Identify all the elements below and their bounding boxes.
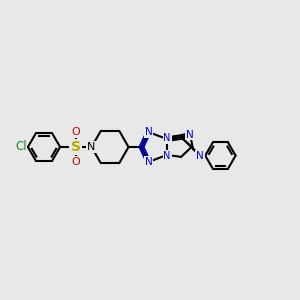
Text: N: N <box>164 133 171 143</box>
Text: Cl: Cl <box>15 140 27 154</box>
Text: N: N <box>196 151 204 160</box>
Text: N: N <box>87 142 96 152</box>
Text: O: O <box>71 157 80 167</box>
Text: N: N <box>164 151 171 161</box>
Text: S: S <box>71 140 81 154</box>
Text: N: N <box>186 130 194 140</box>
Text: O: O <box>71 127 80 137</box>
Text: N: N <box>145 127 152 137</box>
Text: N: N <box>145 157 152 167</box>
